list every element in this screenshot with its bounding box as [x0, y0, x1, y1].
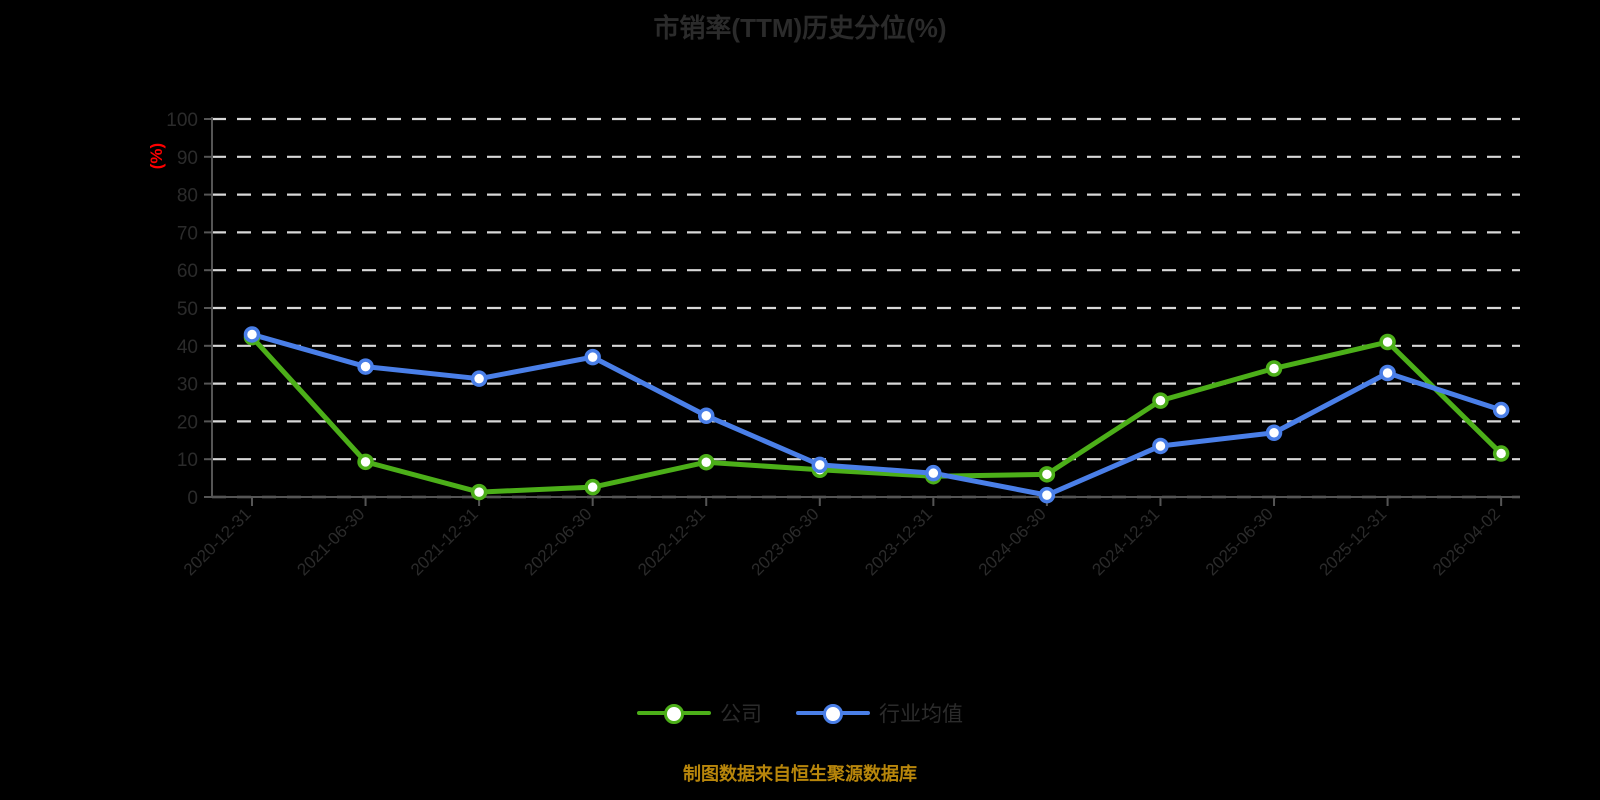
svg-text:2024-06-30: 2024-06-30 [975, 504, 1050, 579]
legend-label-company: 公司 [720, 703, 762, 726]
data-source-note: 制图数据来自恒生聚源数据库 [683, 764, 917, 784]
svg-text:80: 80 [177, 186, 198, 207]
svg-text:2024-12-31: 2024-12-31 [1088, 504, 1163, 579]
svg-text:0: 0 [187, 488, 198, 509]
svg-text:30: 30 [177, 375, 198, 396]
legend-marker-industry-average-icon [796, 700, 870, 726]
svg-text:60: 60 [177, 261, 198, 282]
svg-text:2023-06-30: 2023-06-30 [748, 504, 823, 579]
svg-text:10: 10 [177, 450, 198, 471]
line-chart-plot: 0 10 20 30 40 50 60 70 80 90 100 2020-12-31 2021-06… [147, 110, 1520, 579]
svg-text:2021-06-30: 2021-06-30 [293, 504, 368, 579]
svg-text:100: 100 [166, 110, 198, 131]
svg-text:40: 40 [177, 337, 198, 358]
chart-legend: 公司 行业均值 [0, 698, 1600, 728]
series-markers [243, 326, 1510, 504]
svg-text:70: 70 [177, 223, 198, 244]
page-title: 市销率(TTM)历史分位(%) [653, 13, 947, 43]
legend-label-industry-average: 行业均值 [879, 703, 963, 726]
gridlines [212, 117, 1520, 499]
y-axis-unit-label: (%) [147, 143, 166, 169]
svg-text:2022-12-31: 2022-12-31 [634, 504, 709, 579]
legend-item-company[interactable]: 公司 [637, 698, 762, 728]
svg-text:2023-12-31: 2023-12-31 [861, 504, 936, 579]
svg-text:50: 50 [177, 299, 198, 320]
series-lines [249, 331, 1504, 498]
svg-text:2025-12-31: 2025-12-31 [1315, 504, 1390, 579]
legend-item-industry-average[interactable]: 行业均值 [796, 698, 963, 728]
svg-text:20: 20 [177, 412, 198, 433]
svg-text:2021-12-31: 2021-12-31 [407, 504, 482, 579]
x-axis-ticks: 2020-12-31 2021-06-30 2021-12-31 2022-06-30… [180, 497, 1504, 579]
svg-text:2022-06-30: 2022-06-30 [521, 504, 596, 579]
svg-text:2026-04-02: 2026-04-02 [1429, 504, 1504, 579]
svg-text:2020-12-31: 2020-12-31 [180, 504, 255, 579]
svg-text:2025-06-30: 2025-06-30 [1202, 504, 1277, 579]
svg-text:90: 90 [177, 148, 198, 169]
legend-marker-company-icon [637, 700, 711, 726]
y-axis-ticks: 0 10 20 30 40 50 60 70 80 90 100 [166, 110, 212, 509]
